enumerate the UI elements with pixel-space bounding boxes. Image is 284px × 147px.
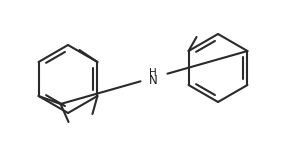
Text: N: N	[149, 74, 157, 87]
Text: H: H	[149, 67, 157, 77]
